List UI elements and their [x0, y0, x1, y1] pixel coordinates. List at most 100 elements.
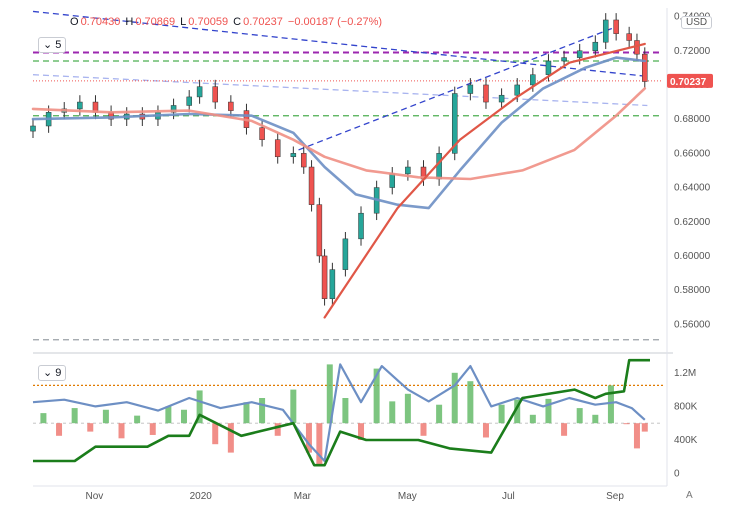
volume-bar [316, 423, 323, 466]
chevron-down-icon[interactable]: ⌄ [43, 367, 53, 379]
volume-bar [633, 423, 640, 449]
price-pane-legend[interactable]: ⌄ 5 [38, 37, 67, 53]
candle-body [170, 105, 177, 113]
volume-bar [227, 423, 234, 453]
candle-body [514, 84, 520, 96]
moving-average-line [31, 87, 647, 181]
price-axis-tick-label: 0.62000 [674, 217, 711, 228]
volume-bar [436, 404, 443, 424]
volume-bar [420, 423, 427, 436]
candle-body [642, 53, 648, 82]
volume-axis-tick-label: 400K [674, 435, 698, 446]
last-price-badge [667, 73, 713, 88]
candle-body [451, 93, 458, 154]
volume-bar [274, 423, 281, 436]
candle-body [613, 19, 619, 34]
volume-bar [40, 413, 47, 424]
low-value: 0.70059 [188, 16, 229, 28]
volume-bar [358, 423, 365, 440]
volume-bar [373, 368, 380, 424]
price-axis-tick-label: 0.60000 [674, 251, 711, 262]
volume-axis-tick-label: 0 [674, 469, 680, 480]
volume-bar [71, 408, 78, 424]
time-axis-tick-label: Mar [294, 491, 312, 502]
candle-body [626, 33, 632, 41]
scale-mode-button[interactable]: A [686, 490, 693, 501]
volume-pane-legend-count: 9 [55, 367, 62, 379]
volume-bar [451, 372, 458, 424]
candle-body [576, 50, 583, 58]
candle-body [483, 84, 489, 103]
candle-body [321, 255, 328, 299]
candle-body [228, 101, 234, 111]
volume-bar [87, 423, 94, 432]
volume-bar [467, 381, 474, 424]
volume-bar [326, 364, 333, 424]
candle-body [498, 94, 505, 103]
price-axis-tick-label: 0.66000 [674, 148, 711, 159]
candle-body [561, 57, 567, 62]
close-value: 0.70237 [243, 16, 283, 28]
volume-axis-tick-label: 800K [674, 401, 698, 412]
volume-bar [529, 414, 536, 424]
price-axis-tick-label: 0.58000 [674, 285, 711, 296]
candle-body [316, 204, 323, 257]
candle-body [300, 153, 307, 168]
volume-bar [592, 414, 599, 424]
candle-body [30, 125, 36, 132]
volume-bar [607, 385, 614, 424]
candle-body [592, 41, 599, 52]
candle-body [274, 139, 281, 158]
candle-body [389, 173, 396, 188]
close-label: C [233, 16, 242, 28]
time-axis-tick-label: May [398, 491, 417, 502]
candle-body [186, 96, 192, 106]
volume-bar [259, 398, 266, 424]
price-axis-tick-label: 0.72000 [674, 46, 711, 57]
moving-average-line [323, 42, 646, 319]
trend-line [32, 10, 648, 78]
candle-body [545, 60, 552, 75]
candle-body [342, 238, 349, 270]
currency-button[interactable]: USD [681, 16, 713, 29]
volume-bar [305, 423, 312, 453]
change-value: −0.00187 (−0.27%) [287, 16, 383, 28]
price-axis-tick-label: 0.56000 [674, 319, 711, 330]
volume-bar [134, 415, 141, 424]
volume-bar [118, 423, 125, 439]
candle-body [602, 19, 609, 43]
chevron-down-icon[interactable]: ⌄ [43, 39, 53, 51]
volume-bar [165, 406, 172, 424]
volume-bar [243, 402, 250, 424]
candle-body [436, 153, 442, 180]
candle-body [358, 212, 364, 240]
candle-body [308, 166, 315, 205]
volume-bar [56, 423, 63, 436]
time-axis-tick-label: Sep [606, 491, 624, 502]
volume-bar [514, 399, 521, 424]
candle-body [530, 74, 536, 86]
open-value: 0.70430 [80, 16, 121, 28]
volume-bar [576, 408, 583, 424]
volume-bar [498, 404, 505, 424]
volume-bar [149, 423, 156, 435]
time-axis-tick-label: 2020 [190, 491, 213, 502]
time-axis-tick-label: Jul [502, 491, 515, 502]
candle-body [212, 86, 218, 103]
candle-body [259, 127, 265, 140]
last-price-label: 0.70237 [670, 77, 707, 88]
volume-bar [482, 423, 489, 438]
candle-body [290, 153, 297, 158]
low-label: L [180, 16, 187, 28]
candle-body [467, 84, 474, 94]
volume-bar [180, 409, 187, 424]
volume-bar [290, 389, 297, 424]
volume-bar [212, 423, 219, 445]
volume-bar [102, 409, 109, 424]
volume-indicator-line [32, 363, 646, 463]
open-label: O [70, 16, 79, 28]
volume-pane-legend[interactable]: ⌄ 9 [38, 365, 67, 381]
candle-body [329, 269, 336, 299]
